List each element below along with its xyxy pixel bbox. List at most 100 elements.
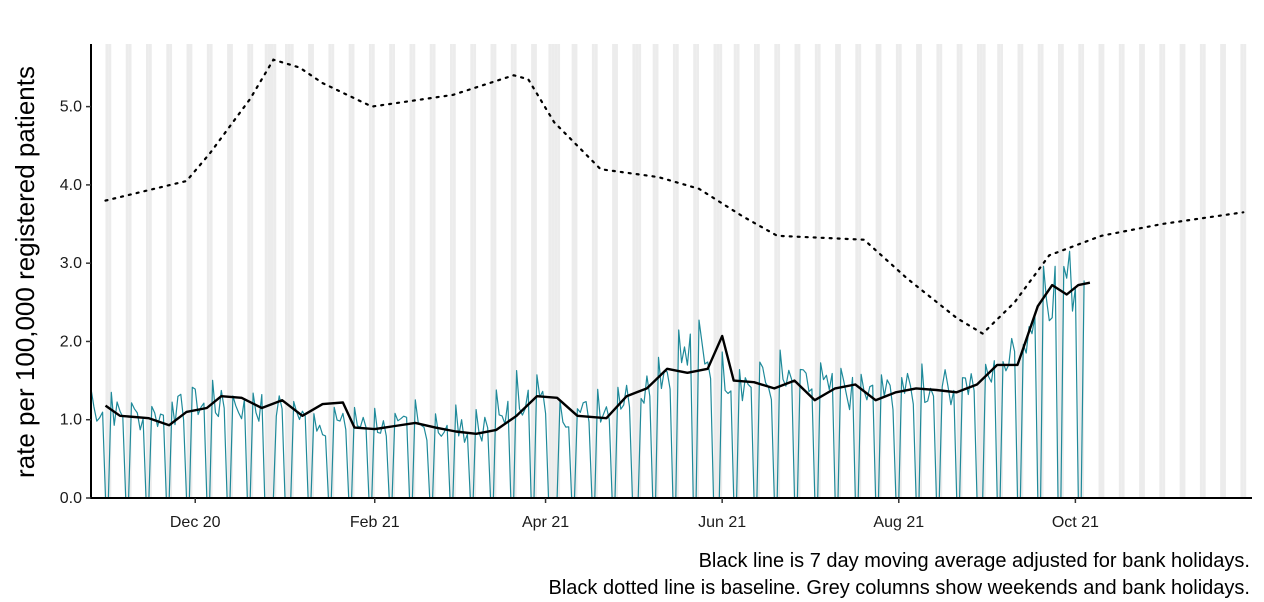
weekend-column (959, 44, 963, 498)
weekend-column (756, 44, 760, 498)
weekend-column (148, 44, 152, 498)
weekend-column (247, 44, 251, 498)
weekend-column (939, 44, 943, 498)
weekend-column (493, 44, 497, 498)
weekend-column (632, 44, 636, 498)
weekend-column (797, 44, 801, 498)
weekend-column (1220, 44, 1224, 498)
weekend-column (594, 44, 598, 498)
daily-series-layer (90, 250, 1085, 499)
weekend-column (1223, 44, 1226, 498)
weekend-column (287, 44, 291, 498)
weekend-column (1060, 44, 1064, 498)
weekend-column (652, 44, 656, 498)
weekend-column (774, 44, 778, 498)
x-tick-label: Aug 21 (873, 514, 924, 531)
weekend-column (1179, 44, 1183, 498)
weekend-column (125, 44, 129, 498)
weekend-column (571, 44, 575, 498)
weekend-column (713, 44, 717, 498)
weekend-column (311, 44, 314, 498)
x-tick-label: Dec 20 (170, 514, 221, 531)
weekend-column (1058, 44, 1061, 498)
weekend-column (1202, 44, 1206, 498)
y-axis-label: rate per 100,000 registered patients (10, 66, 40, 478)
daily-series-line (90, 250, 1085, 499)
y-tick-label: 0.0 (60, 490, 82, 507)
weekend-column (814, 44, 818, 498)
weekend-column (452, 44, 456, 498)
baseline-layer (104, 58, 1245, 335)
weekend-column (675, 44, 679, 498)
weekend-column (754, 44, 757, 498)
weekend-column (371, 44, 375, 498)
weekend-column (1182, 44, 1186, 498)
weekend-column (412, 44, 416, 498)
weekend-column (554, 44, 558, 498)
weekend-column (1162, 44, 1166, 498)
weekend-column (777, 44, 781, 498)
weekend-column (1101, 44, 1105, 498)
weekend-column (574, 44, 578, 498)
weekend-column (450, 44, 453, 498)
weekend-column (858, 44, 862, 498)
moving-average-line (104, 281, 1091, 435)
x-tick-label: Oct 21 (1052, 514, 1099, 531)
weekend-column (693, 44, 697, 498)
weekend-column (1000, 44, 1004, 498)
weekend-column (389, 44, 393, 498)
weekend-column (794, 44, 798, 498)
weekend-column (351, 44, 355, 498)
weekend-column (229, 44, 233, 498)
weekend-column (635, 44, 639, 498)
weekend-column (189, 44, 193, 498)
weekend-column (270, 44, 274, 498)
y-tick-label: 4.0 (60, 177, 82, 194)
weekend-column (328, 44, 332, 498)
weekend-column (716, 44, 720, 498)
weekend-column (1078, 44, 1082, 498)
weekend-column (1118, 44, 1122, 498)
weekend-column (227, 44, 230, 498)
weekend-column (591, 44, 595, 498)
weekend-column (284, 44, 288, 498)
weekend-column (982, 44, 986, 498)
weekend-column (146, 44, 149, 498)
weekend-column (672, 44, 676, 498)
weekend-column (1159, 44, 1163, 498)
weekend-column (997, 44, 1001, 498)
weekend-column (1121, 44, 1125, 498)
weekend-column (956, 44, 960, 498)
weekend-column (548, 44, 552, 498)
weekend-column (128, 44, 132, 498)
weekend-column (638, 44, 642, 498)
weekend-column (108, 44, 112, 498)
weekend-column (916, 44, 920, 498)
weekend-column (1243, 44, 1247, 498)
x-tick-label: Jun 21 (698, 514, 746, 531)
weekend-column (878, 44, 882, 498)
weekend-column (557, 44, 561, 498)
weekend-column (696, 44, 700, 498)
caption-line-2: Black dotted line is baseline. Grey colu… (548, 577, 1250, 599)
y-tick-label: 5.0 (60, 99, 82, 116)
weekend-column (655, 44, 659, 498)
weekend-column (875, 44, 879, 498)
x-tick-label: Apr 21 (522, 514, 569, 531)
weekend-column (1020, 44, 1024, 498)
weekend-column (209, 44, 213, 498)
weekend-column (308, 44, 312, 498)
weekend-column (817, 44, 821, 498)
weekend-column (368, 44, 372, 498)
weekend-column (979, 44, 983, 498)
weekend-column (1139, 44, 1142, 498)
weekend-column (736, 44, 740, 498)
weekend-column (392, 44, 396, 498)
weekend-column (612, 44, 616, 498)
weekend-column (1037, 44, 1041, 498)
weekend-column (835, 44, 838, 498)
y-tick-label: 3.0 (60, 255, 82, 272)
axes-layer: 0.0 1.0 2.0 3.0 4.0 5.0 Dec 20 Feb 21 Apr 21 Jun … (60, 44, 1252, 531)
weekend-column (510, 44, 514, 498)
